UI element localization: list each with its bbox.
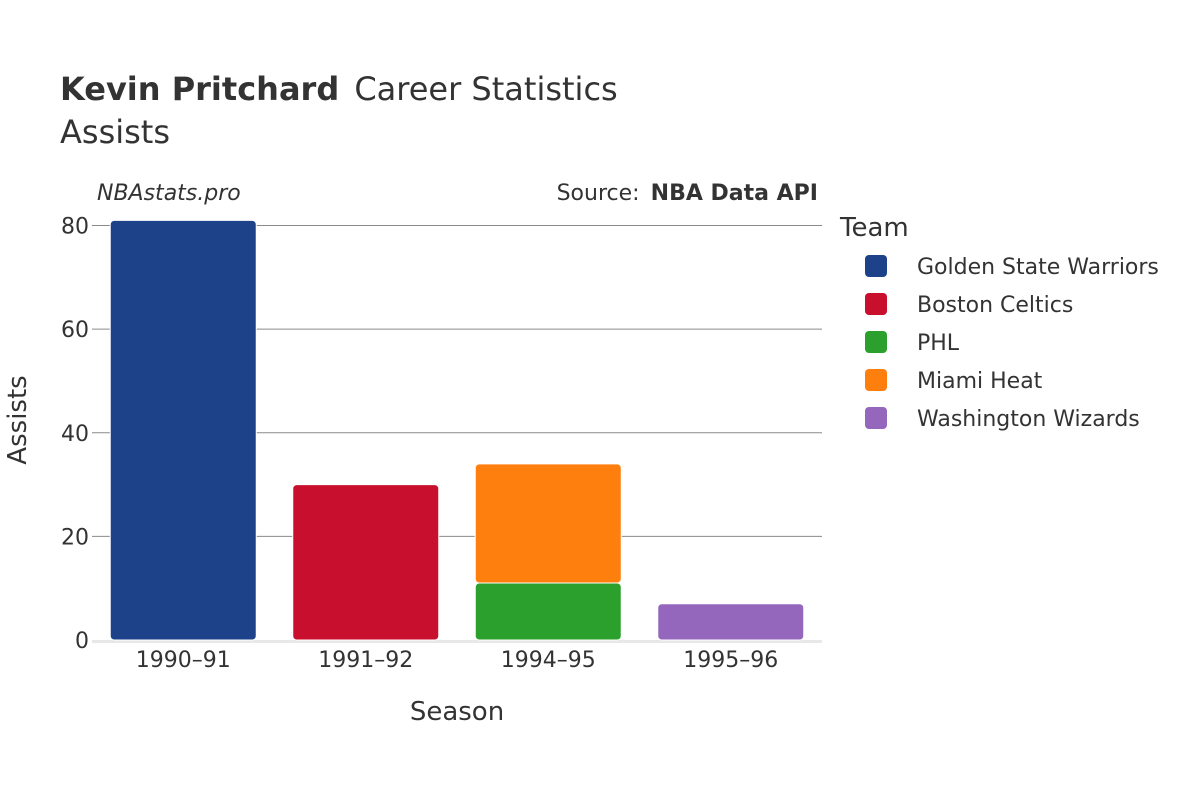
- y-axis-title: Assists: [3, 375, 33, 464]
- chart-title: Kevin Pritchard Career Statistics: [60, 70, 618, 108]
- legend-swatch: [865, 255, 887, 277]
- bars: [109, 219, 805, 641]
- legend-label: Miami Heat: [917, 369, 1043, 394]
- legend-label: PHL: [917, 331, 960, 356]
- x-axis-title: Season: [410, 697, 504, 727]
- x-tick-label: 1991–92: [318, 648, 413, 673]
- legend-swatch: [865, 369, 887, 391]
- legend-title: Team: [839, 213, 909, 243]
- bar-1991–92-boston-celtics: [292, 484, 440, 641]
- bar-1990–91-golden-state-warriors: [109, 219, 257, 641]
- title-rest: Career Statistics: [354, 70, 617, 108]
- bar-1994–95-phl: [474, 582, 622, 641]
- legend-label: Boston Celtics: [917, 293, 1073, 318]
- bar-1994–95-miami-heat: [474, 463, 622, 584]
- y-tick-label: 0: [75, 629, 89, 654]
- legend: Golden State Warriors Boston Celtics PHL Mi…: [865, 255, 1159, 432]
- y-tick-label: 80: [61, 215, 89, 240]
- y-tick-label: 20: [61, 525, 89, 550]
- x-tick-label: 1995–96: [683, 648, 778, 673]
- bar-1995–96-washington-wizards: [657, 603, 805, 641]
- source-label: Source:: [557, 181, 640, 206]
- axes: 0 20 40 60 80 1990–91 1991–92 1994–95 1995–96: [61, 215, 778, 673]
- chart-subtitle: Assists: [60, 113, 170, 151]
- legend-label: Golden State Warriors: [917, 255, 1159, 280]
- watermark: NBAstats.pro: [97, 181, 241, 206]
- x-tick-label: 1994–95: [501, 648, 596, 673]
- legend-swatch: [865, 331, 887, 353]
- source-note: Source: NBA Data API: [557, 181, 818, 206]
- legend-label: Washington Wizards: [917, 407, 1140, 432]
- source-value: NBA Data API: [651, 181, 818, 206]
- legend-swatch: [865, 293, 887, 315]
- y-tick-label: 60: [61, 318, 89, 343]
- legend-swatch: [865, 407, 887, 429]
- title-player-name: Kevin Pritchard: [60, 70, 339, 108]
- x-tick-label: 1990–91: [136, 648, 231, 673]
- y-tick-label: 40: [61, 422, 89, 447]
